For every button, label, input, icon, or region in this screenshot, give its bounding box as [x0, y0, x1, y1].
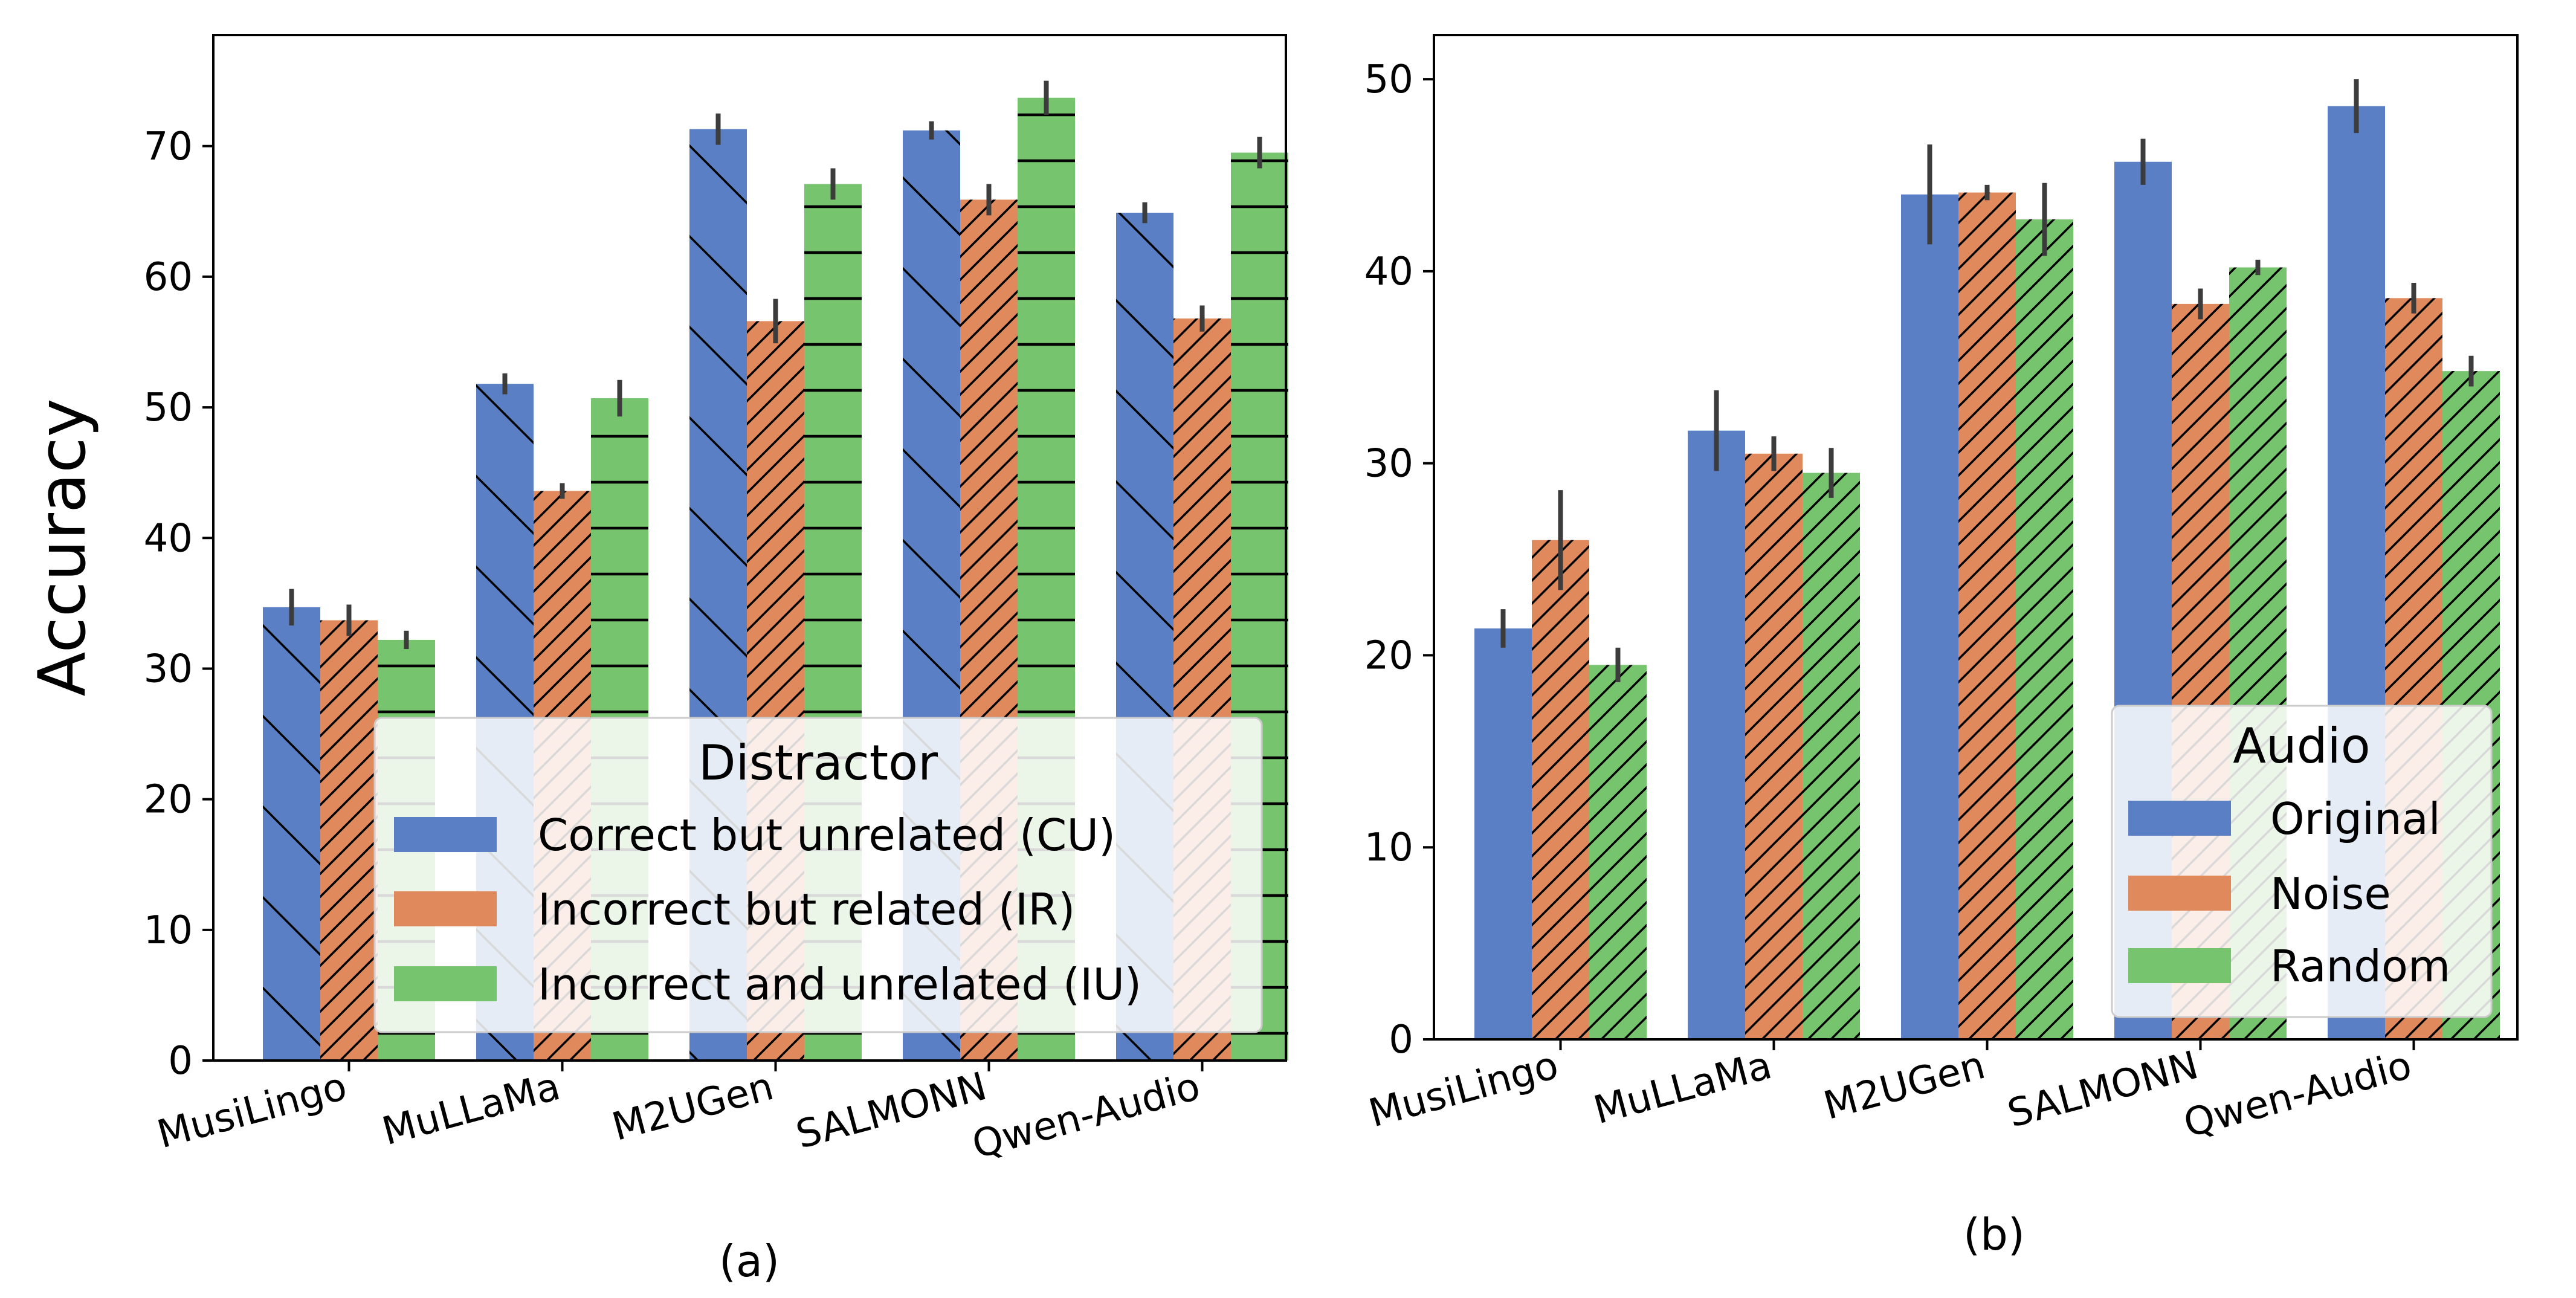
y-tick-label: 0: [1389, 1018, 1413, 1062]
y-tick-label: 20: [144, 778, 193, 822]
bar-incorrect-but-related-ir-musilingo-hatch: [320, 620, 378, 1061]
errorbars-layer: [289, 80, 1262, 650]
y-tick-label: 10: [1364, 825, 1413, 870]
legend-swatch-correct-but-unrelated-cu: [394, 817, 497, 852]
y-tick-label: 30: [144, 647, 193, 691]
legend: Audio Original Noise Random: [2111, 705, 2493, 1018]
x-tick-label-m2ugen: M2UGen: [607, 1064, 778, 1150]
bar-noise-musilingo-hatch: [1532, 540, 1589, 1039]
x-tick-label-m2ugen: M2UGen: [1819, 1043, 1989, 1129]
bar-correct-but-unrelated-cu-musilingo-hatch: [263, 607, 320, 1061]
x-tick-label-salmonn: SALMONN: [2003, 1043, 2203, 1137]
bar-original-m2ugen: [1901, 194, 1958, 1040]
y-tick-label: 50: [144, 386, 193, 430]
y-tick-label: 0: [168, 1039, 193, 1083]
x-tick-label-mullama: MuLLaMa: [378, 1064, 565, 1154]
x-tick-label-qwen-audio: Qwen-Audio: [967, 1064, 1204, 1167]
legend-label-random: Random: [2270, 941, 2450, 992]
y-tick-label: 70: [144, 124, 193, 169]
legend-swatch-noise: [2128, 876, 2231, 911]
x-tick-label-salmonn: SALMONN: [792, 1064, 992, 1158]
plot-frame: [1433, 34, 2519, 1041]
legend: Distractor Correct but unrelated (CU) Inc…: [373, 717, 1263, 1033]
bar-random-mullama-hatch: [1803, 473, 1860, 1039]
bar-random-m2ugen-hatch: [2016, 219, 2073, 1039]
legend-items: Original Noise Random: [2128, 793, 2450, 992]
y-tick-label: 40: [1364, 250, 1413, 294]
y-tick-label: 30: [1364, 442, 1413, 486]
bar-original-musilingo: [1474, 628, 1532, 1039]
legend-label-original: Original: [2270, 793, 2441, 844]
y-tick-label: 10: [144, 908, 193, 953]
legend-swatch-random: [2128, 948, 2231, 983]
bar-noise-m2ugen-hatch: [1958, 192, 2016, 1039]
caption-b: (b): [1963, 1209, 2025, 1260]
plot-frame: [212, 34, 1287, 1062]
legend-frame: [373, 717, 1263, 1033]
y-tick-label: 20: [1364, 633, 1413, 678]
errorbars-layer: [1500, 79, 2474, 682]
y-tick-label: 40: [144, 516, 193, 561]
legend-label-incorrect-and-unrelated-iu: Incorrect and unrelated (IU): [538, 959, 1141, 1010]
bar-noise-mullama-hatch: [1745, 453, 1803, 1039]
y-axis-ticks: 0 10 20 30 40 50 60 70: [144, 124, 213, 1083]
legend-frame: [2111, 705, 2493, 1018]
legend-items: Correct but unrelated (CU) Incorrect but …: [394, 810, 1141, 1010]
legend-label-noise: Noise: [2270, 868, 2391, 919]
y-tick-label: 60: [144, 255, 193, 300]
y-axis-ticks: 0 10 20 30 40 50: [1364, 57, 1434, 1062]
legend-swatch-original: [2128, 801, 2231, 836]
legend-swatch-incorrect-but-related-ir: [394, 891, 497, 926]
caption-a: (a): [719, 1236, 780, 1287]
legend-title: Distractor: [699, 735, 938, 791]
bar-random-musilingo-hatch: [1589, 665, 1647, 1039]
legend-label-correct-but-unrelated-cu: Correct but unrelated (CU): [538, 810, 1115, 860]
x-tick-label-mullama: MuLLaMa: [1589, 1043, 1777, 1133]
x-tick-label-qwen-audio: Qwen-Audio: [2179, 1043, 2416, 1146]
bar-original-mullama: [1688, 430, 1745, 1039]
legend-label-incorrect-but-related-ir: Incorrect but related (IR): [538, 884, 1075, 935]
legend-swatch-incorrect-and-unrelated-iu: [394, 966, 497, 1001]
y-tick-label: 50: [1364, 57, 1413, 102]
bars-layer: [1474, 106, 2500, 1040]
y-axis-title: Accuracy: [25, 398, 100, 696]
legend-title: Audio: [2233, 718, 2370, 774]
